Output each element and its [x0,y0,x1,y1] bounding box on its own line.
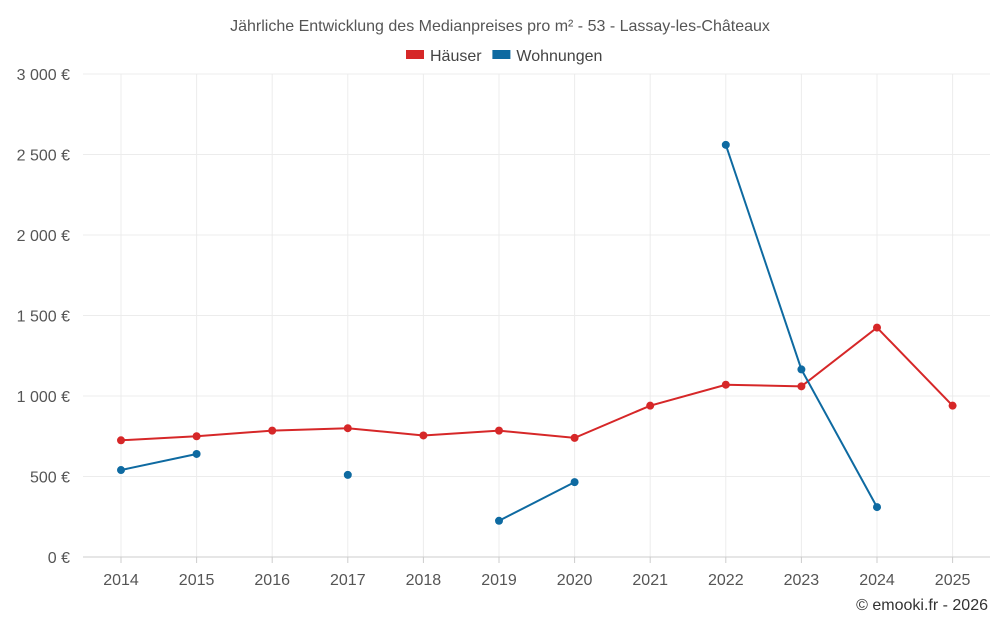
x-tick-label: 2018 [406,572,442,589]
x-tick-label: 2024 [859,572,895,589]
data-point[interactable] [117,436,125,445]
series-line-segment [120,326,954,442]
x-tick-label: 2025 [935,572,971,589]
data-point[interactable] [192,432,201,441]
series-häuser [117,323,957,445]
chart-title: Jährliche Entwicklung des Medianpreises … [230,18,770,35]
data-point[interactable] [797,365,806,374]
y-tick-label: 0 € [48,550,70,567]
x-tick-label: 2020 [557,572,593,589]
y-tick-label: 1 000 € [17,389,70,406]
x-tick-label: 2022 [708,572,744,589]
y-tick-label: 3 000 € [17,67,70,84]
data-point[interactable] [570,433,579,442]
chart-legend[interactable]: Häuser Wohnungen [406,48,602,65]
y-tick-label: 2 000 € [17,228,70,245]
data-point[interactable] [873,323,881,332]
data-point[interactable] [419,431,428,440]
data-point[interactable] [797,382,806,391]
legend-swatch [492,50,511,59]
legend-label: Wohnungen [516,48,602,65]
legend-item-wohnungen[interactable]: Wohnungen [492,48,602,65]
data-point[interactable] [646,401,655,410]
data-point[interactable] [495,516,503,525]
series-wohnungen [117,140,881,525]
x-tick-label: 2015 [179,572,215,589]
credit-text: © emooki.fr - 2026 [856,597,988,614]
y-tick-label: 2 500 € [17,148,70,165]
x-tick-label: 2014 [103,572,139,589]
data-point[interactable] [343,424,352,433]
axes: 0 € 500 € 1 000 € 1 500 € 2 000 € 2 500 € 3 00… [17,67,990,589]
legend-swatch [406,50,424,59]
data-point[interactable] [495,426,503,435]
data-point[interactable] [268,426,277,435]
x-tick-label: 2023 [784,572,820,589]
x-tick-label: 2021 [632,572,668,589]
data-point[interactable] [343,470,352,479]
data-point[interactable] [570,478,579,487]
data-point[interactable] [117,466,125,475]
data-point[interactable] [192,449,201,458]
data-point[interactable] [721,380,730,389]
grid-lines [83,73,990,557]
series-line-segment [498,481,576,522]
x-tick-label: 2019 [481,572,517,589]
legend-label: Häuser [430,48,482,65]
data-point[interactable] [721,140,730,149]
y-tick-label: 1 500 € [17,309,70,326]
data-point[interactable] [948,401,957,410]
series-layer [117,140,957,525]
data-point[interactable] [873,503,881,512]
legend-item-häuser[interactable]: Häuser [406,48,482,65]
y-tick-label: 500 € [30,470,70,487]
x-tick-label: 2016 [254,572,290,589]
x-tick-label: 2017 [330,572,366,589]
series-line-segment [120,452,197,472]
